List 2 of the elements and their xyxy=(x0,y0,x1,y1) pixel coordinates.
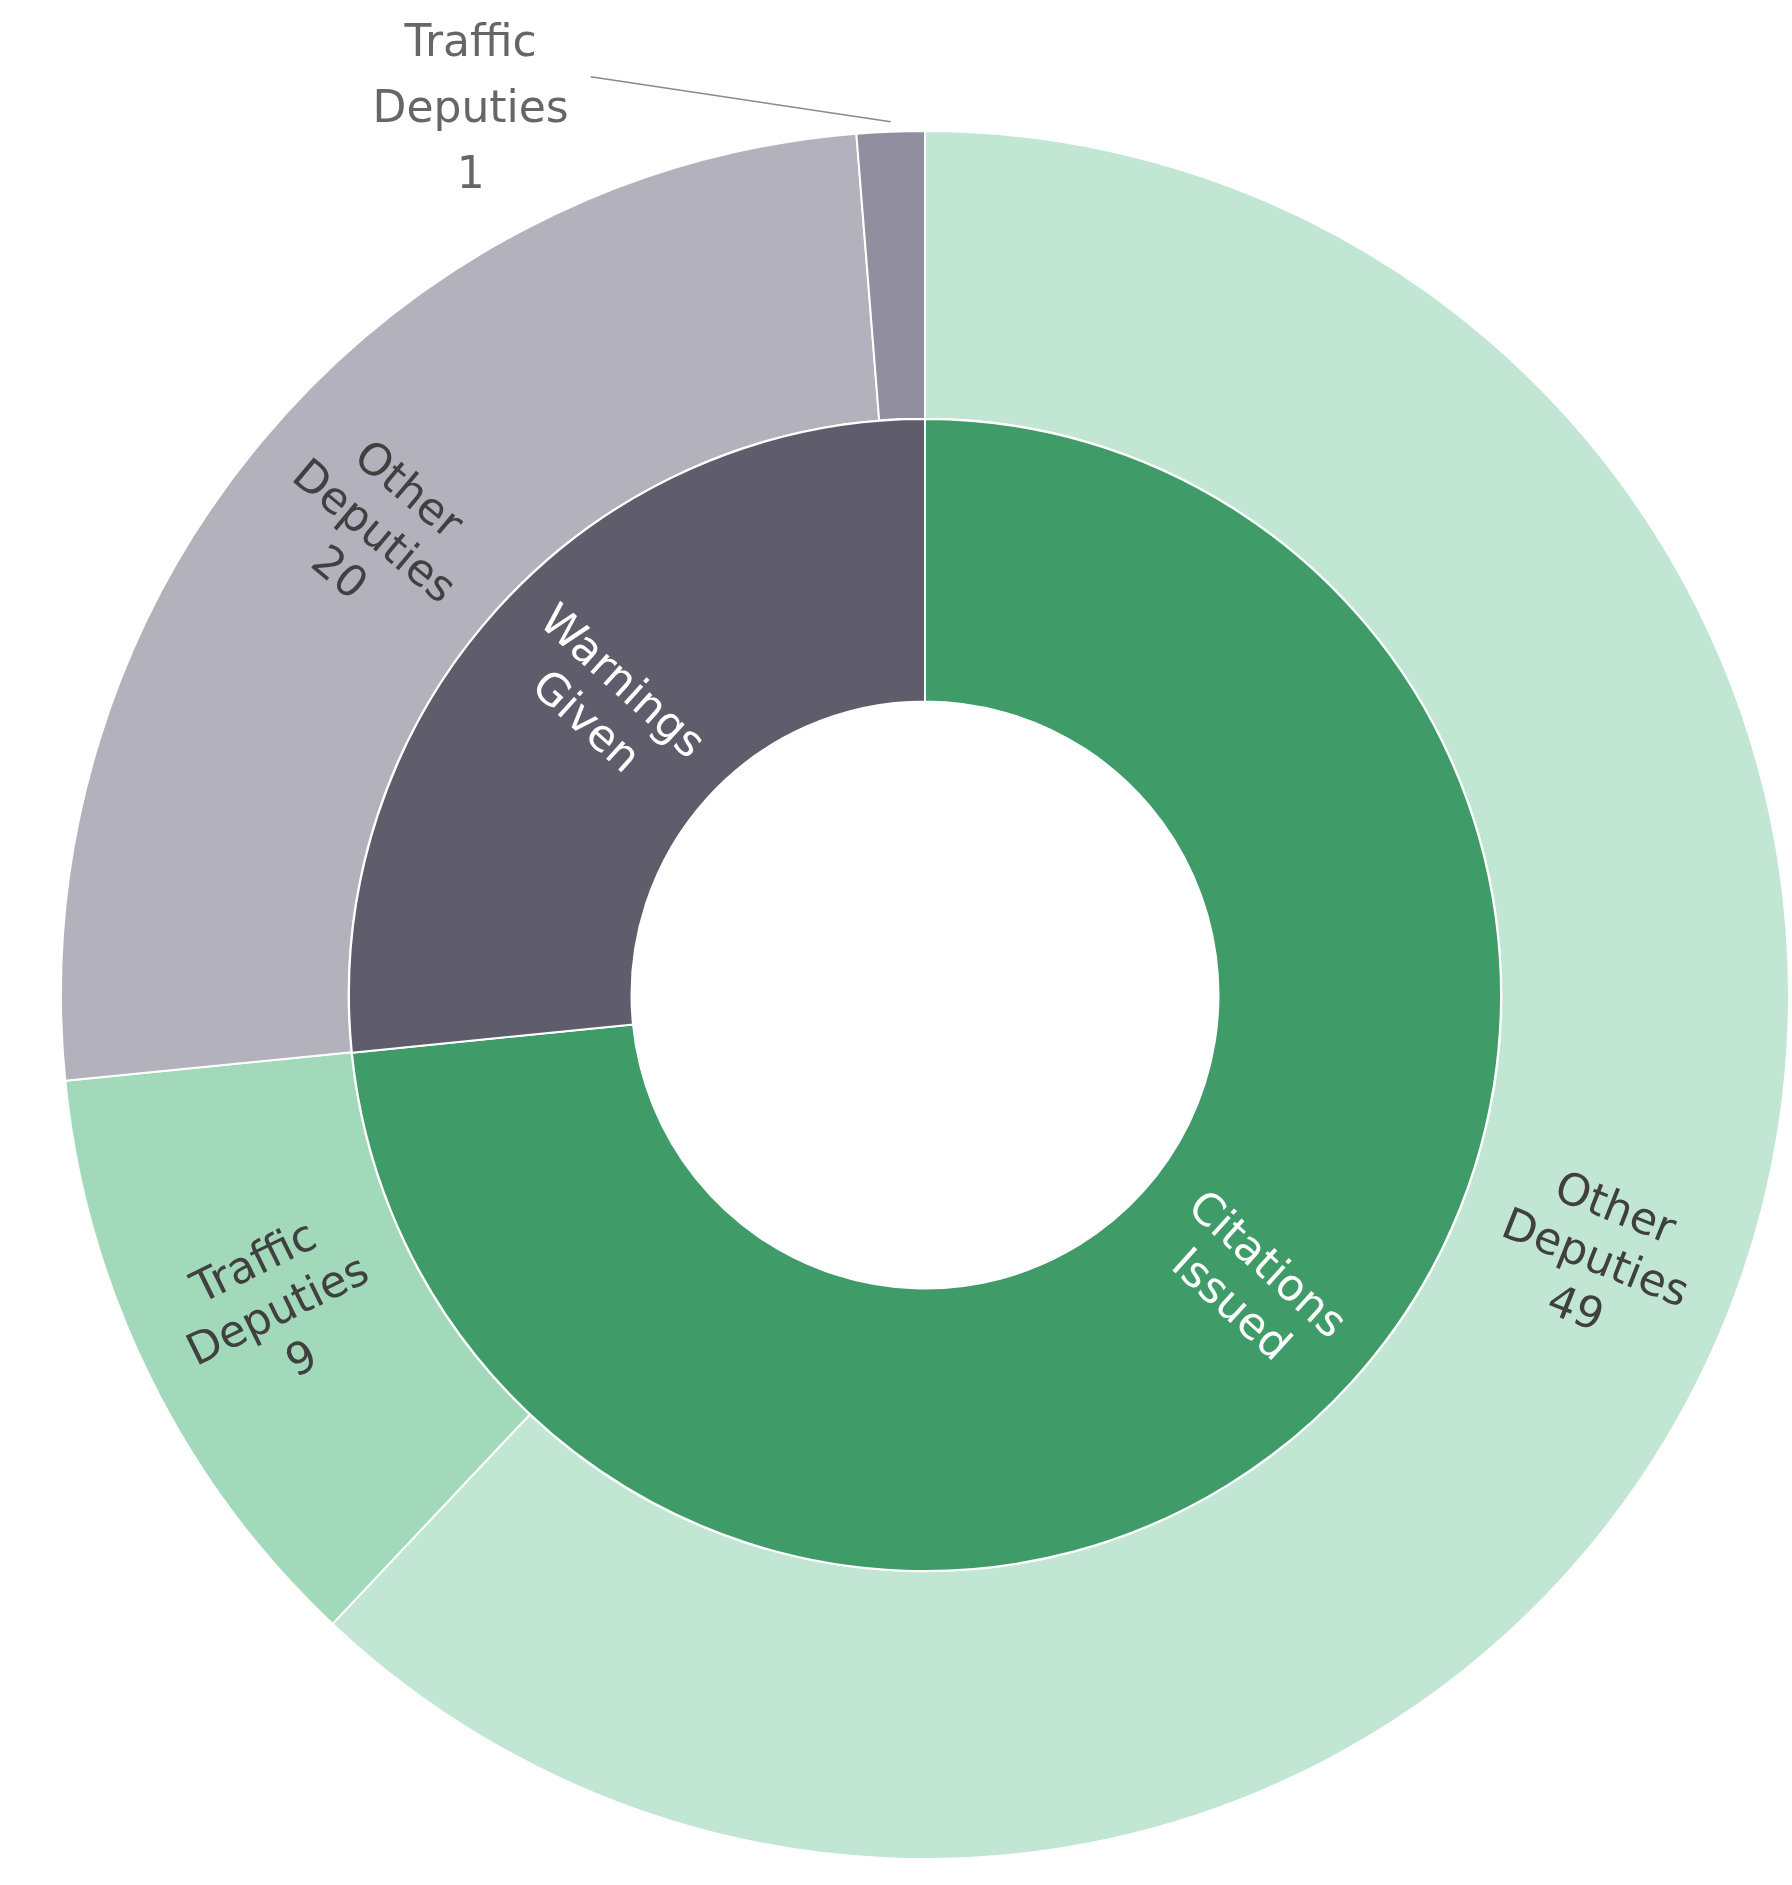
data-label: 1 xyxy=(456,147,485,199)
slice-label: Traffic Deputies xyxy=(372,15,569,133)
